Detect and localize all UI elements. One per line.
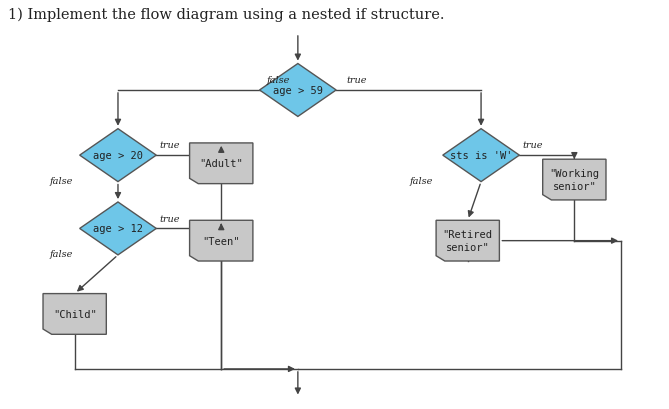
Text: "Adult": "Adult" [199, 159, 243, 169]
Text: "Retired
senior": "Retired senior" [443, 229, 493, 253]
Text: "Working
senior": "Working senior" [549, 169, 599, 192]
Polygon shape [443, 129, 519, 182]
Text: age > 12: age > 12 [93, 224, 143, 234]
Text: sts is 'W': sts is 'W' [450, 151, 512, 161]
Text: true: true [346, 76, 367, 85]
Polygon shape [189, 144, 253, 184]
Text: false: false [50, 250, 73, 259]
Text: age > 20: age > 20 [93, 151, 143, 161]
Polygon shape [260, 64, 336, 117]
Text: true: true [160, 141, 180, 150]
Polygon shape [543, 160, 606, 200]
Polygon shape [189, 221, 253, 261]
Text: true: true [522, 141, 543, 150]
Polygon shape [80, 129, 157, 182]
Text: true: true [160, 214, 180, 223]
Text: false: false [409, 177, 433, 186]
Text: false: false [266, 76, 290, 85]
Polygon shape [43, 294, 106, 335]
Text: age > 59: age > 59 [273, 86, 323, 96]
Text: 1) Implement the flow diagram using a nested if structure.: 1) Implement the flow diagram using a ne… [8, 7, 445, 22]
Text: "Teen": "Teen" [203, 236, 240, 246]
Text: false: false [50, 177, 73, 186]
Text: "Child": "Child" [53, 309, 96, 319]
Polygon shape [80, 202, 157, 255]
Polygon shape [436, 221, 499, 261]
